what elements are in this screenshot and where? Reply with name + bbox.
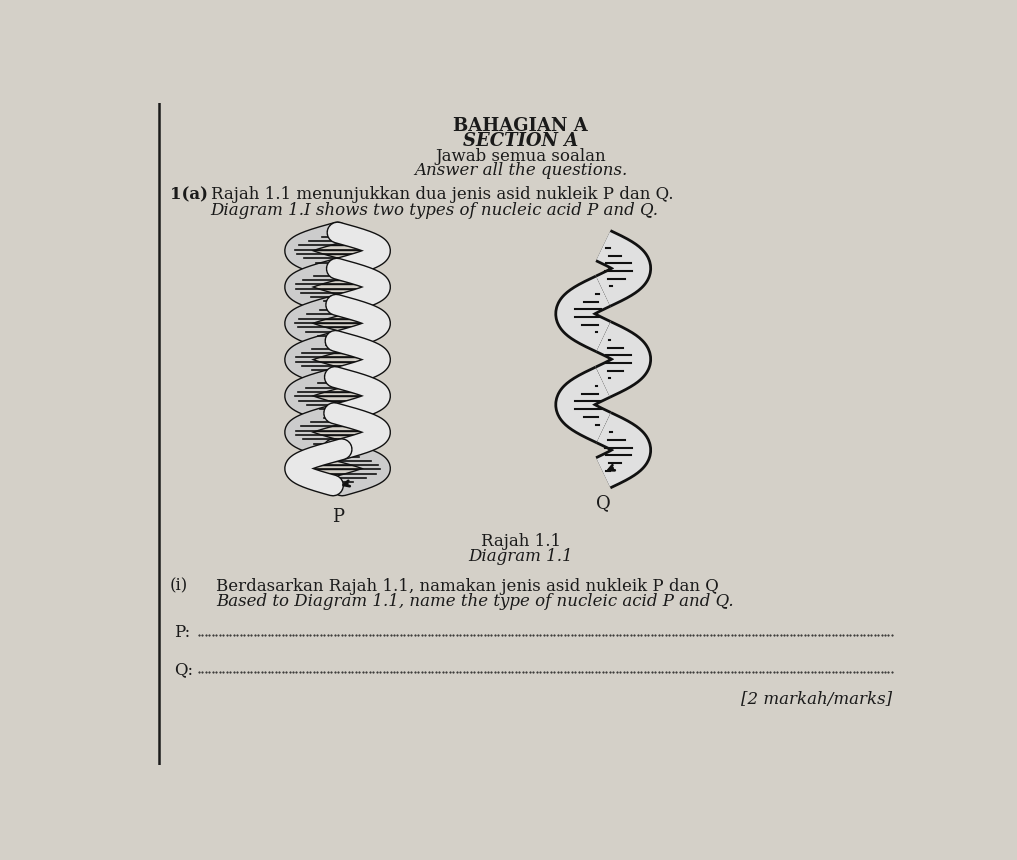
Text: Q:: Q: bbox=[174, 661, 193, 679]
Text: Diagram 1.I shows two types of nucleic acid P and Q.: Diagram 1.I shows two types of nucleic a… bbox=[211, 202, 659, 218]
Text: Jawab semua soalan: Jawab semua soalan bbox=[435, 148, 606, 165]
Text: P: P bbox=[332, 508, 344, 526]
Text: Rajah 1.1 menunjukkan dua jenis asid nukleik P dan Q.: Rajah 1.1 menunjukkan dua jenis asid nuk… bbox=[211, 187, 673, 203]
Text: (i): (i) bbox=[170, 578, 188, 594]
Text: Based to Diagram 1.1, name the type of nucleic acid P and Q.: Based to Diagram 1.1, name the type of n… bbox=[216, 593, 733, 610]
Text: 1(a): 1(a) bbox=[170, 187, 207, 203]
Text: [2 markah/marks]: [2 markah/marks] bbox=[740, 691, 892, 709]
Text: Rajah 1.1: Rajah 1.1 bbox=[481, 533, 561, 550]
Text: Berdasarkan Rajah 1.1, namakan jenis asid nukleik P dan Q: Berdasarkan Rajah 1.1, namakan jenis asi… bbox=[216, 578, 719, 594]
Text: Diagram 1.1: Diagram 1.1 bbox=[469, 549, 574, 565]
Text: P:: P: bbox=[174, 624, 190, 642]
Text: BAHAGIAN A: BAHAGIAN A bbox=[454, 117, 588, 135]
Text: SECTION A: SECTION A bbox=[463, 132, 579, 150]
Text: Q: Q bbox=[596, 494, 610, 513]
Text: Answer all the questions.: Answer all the questions. bbox=[414, 162, 627, 179]
